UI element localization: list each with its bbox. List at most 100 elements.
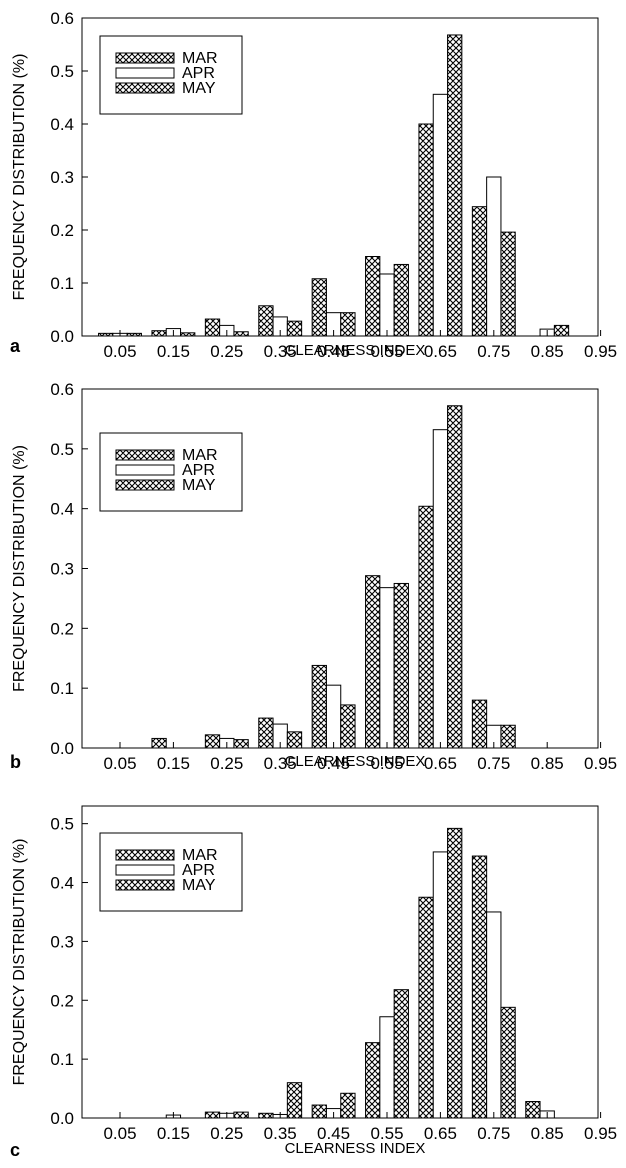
x-tick-label: 0.55 [370, 342, 403, 361]
y-axis-label: FREQUENCY DISTRIBUTION (%) [11, 54, 28, 301]
y-tick-label: 0.4 [50, 500, 74, 519]
x-tick-label: 0.65 [424, 1124, 457, 1143]
bar-may-0.35 [286, 320, 303, 337]
bar-mar-0.45 [311, 278, 327, 337]
y-tick-label: 0.6 [50, 380, 74, 399]
bar-may-0.65 [447, 405, 463, 749]
bar-apr-0.45 [325, 684, 342, 749]
bar-mar-0.25 [204, 734, 221, 749]
bar-may-0.45 [340, 1092, 356, 1119]
x-tick-label: 0.15 [157, 754, 190, 773]
bar-mar-0.65 [418, 896, 434, 1119]
x-tick-label: 0.85 [531, 754, 564, 773]
bar-mar-0.55 [365, 256, 381, 337]
y-tick-label: 0.0 [50, 739, 74, 758]
y-tick-label: 0.5 [50, 440, 74, 459]
legend-swatch-may [115, 82, 175, 94]
y-tick-label: 0.3 [50, 168, 74, 187]
bar-may-0.25 [233, 739, 249, 749]
bar-mar-0.75 [471, 206, 488, 337]
y-tick-label: 0.1 [50, 1050, 74, 1069]
legend-label-apr: APR [182, 862, 215, 879]
bar-may-0.75 [500, 231, 516, 337]
x-tick-label: 0.35 [264, 754, 297, 773]
x-tick-label: 0.75 [477, 754, 510, 773]
chart-panel-a: 0.0 0.1 0.2 0.3 0.4 0.5 0.6 0.05 0.15 0.25 0.35 0.4… [10, 9, 617, 361]
bar-may-0.75 [500, 724, 516, 749]
x-tick-label: 0.85 [531, 1124, 564, 1143]
panel-letter: a [10, 336, 21, 356]
y-axis-label: FREQUENCY DISTRIBUTION (%) [11, 839, 28, 1086]
bar-apr-0.75 [486, 176, 502, 337]
bar-apr-0.55 [379, 273, 395, 337]
bar-mar-0.65 [418, 505, 434, 749]
bar-may-0.35 [286, 731, 303, 749]
y-tick-label: 0.3 [50, 560, 74, 579]
x-tick-label: 0.65 [424, 342, 457, 361]
bar-mar-0.75 [471, 699, 488, 749]
x-tick-label: 0.85 [531, 342, 564, 361]
x-axis-label: CLEARNESS INDEX [285, 1140, 426, 1157]
x-tick-label: 0.95 [584, 1124, 617, 1143]
legend-label-may: MAY [182, 477, 216, 494]
bar-mar-0.85 [525, 1101, 541, 1119]
bar-may-0.45 [340, 312, 356, 337]
chart-panel-c: 0.0 0.1 0.2 0.3 0.4 0.5 0.05 0.15 0.25 0.35 0.45 0.… [10, 805, 617, 1160]
bar-apr-0.65 [432, 851, 449, 1119]
bar-mar-0.35 [258, 1112, 274, 1119]
legend-label-may: MAY [182, 80, 216, 97]
y-tick-label: 0.0 [50, 327, 74, 346]
x-tick-label: 0.05 [103, 342, 136, 361]
y-tick-label: 0.5 [50, 62, 74, 81]
chart-panel-b: 0.0 0.1 0.2 0.3 0.4 0.5 0.6 0.05 0.15 0.25 0.35 0.4… [10, 380, 617, 773]
bar-may-0.55 [393, 989, 409, 1119]
bar-mar-0.25 [204, 1111, 221, 1119]
bar-apr-0.65 [432, 93, 449, 337]
legend-label-may: MAY [182, 877, 216, 894]
x-tick-label: 0.05 [103, 1124, 136, 1143]
legend-label-apr: APR [182, 462, 215, 479]
x-tick-label: 0.75 [477, 1124, 510, 1143]
legend-label-mar: MAR [182, 50, 218, 67]
bar-may-0.35 [286, 1082, 303, 1119]
y-tick-label: 0.2 [50, 619, 74, 638]
x-tick-label: 0.35 [264, 1124, 297, 1143]
x-tick-label: 0.65 [424, 754, 457, 773]
legend-swatch-may [115, 879, 175, 891]
x-tick-label: 0.35 [264, 342, 297, 361]
x-tick-label: 0.15 [157, 342, 190, 361]
legend-swatch-may [115, 479, 175, 491]
y-tick-label: 0.6 [50, 9, 74, 28]
bar-mar-0.65 [418, 123, 434, 337]
y-tick-label: 0.2 [50, 221, 74, 240]
x-tick-label: 0.95 [584, 342, 617, 361]
bar-mar-0.45 [311, 1104, 327, 1119]
legend-swatch-mar [115, 449, 175, 461]
bar-may-0.45 [340, 704, 356, 749]
bar-may-0.55 [393, 263, 409, 337]
bar-apr-0.55 [379, 587, 395, 749]
y-tick-label: 0.1 [50, 679, 74, 698]
x-tick-label: 0.55 [370, 1124, 403, 1143]
legend-swatch-mar [115, 52, 175, 64]
bar-mar-0.55 [365, 575, 381, 749]
bar-may-0.25 [233, 1111, 249, 1119]
bar-may-0.65 [447, 827, 463, 1119]
x-tick-label: 0.25 [210, 754, 243, 773]
bar-may-0.55 [393, 582, 409, 749]
bar-may-0.25 [233, 331, 249, 337]
y-tick-label: 0.3 [50, 932, 74, 951]
x-axis-label: CLEARNESS INDEX [285, 753, 426, 770]
bar-apr-0.55 [379, 1016, 395, 1119]
legend-swatch-apr [115, 864, 175, 876]
legend-swatch-apr [115, 67, 175, 79]
panel-letter: b [10, 752, 21, 772]
bar-mar-0.35 [258, 717, 274, 749]
bar-mar-0.25 [204, 318, 221, 337]
legend-label-mar: MAR [182, 847, 218, 864]
